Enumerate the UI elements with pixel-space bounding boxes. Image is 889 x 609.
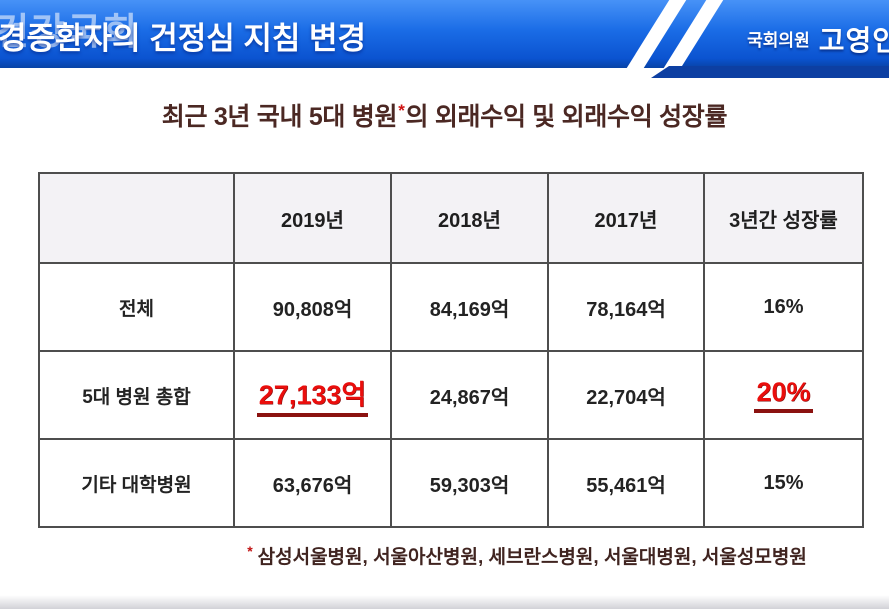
footnote-marker-icon: * [398,101,405,120]
cell-big5-2019: 27,133억 [233,350,392,440]
footnote-marker-icon: * [247,543,253,559]
member-name-label: 고영인 [818,25,889,56]
cell-total-growth: 16% [703,262,864,352]
page-title-prefix: 최근 3년 국내 5대 병원 [161,103,398,131]
cell-total-2018: 84,169억 [390,262,549,352]
table-row-total: 전체 90,808억 84,169억 78,164억 16% [38,262,864,352]
table-header-row: 2019년 2018년 2017년 3년간 성장률 [38,172,864,264]
page-title-suffix: 의 외래수익 및 외래수익 성장률 [405,103,728,131]
row-label: 전체 [38,262,235,352]
highlighted-value: 27,133억 [256,373,369,417]
highlighted-value: 20% [754,377,813,413]
cell-other-2017: 55,461억 [547,438,705,528]
cell-total-2019: 90,808억 [233,262,392,352]
cell-big5-2018: 24,867억 [390,350,549,440]
banner-ghost-text: 건강국회 [0,11,140,52]
header-banner: 건강국회 경증환자의 건정심 지침 변경 국회의원 고영인 [0,0,889,78]
footnote-text: 삼성서울병원, 서울아산병원, 세브란스병원, 서울대병원, 서울성모병원 [257,547,807,568]
cell-big5-growth: 20% [703,350,864,440]
revenue-table: 2019년 2018년 2017년 3년간 성장률 전체 90,808억 84,… [38,172,864,528]
footnote: * 삼성서울병원, 서울아산병원, 세브란스병원, 서울대병원, 서울성모병원 [0,542,889,569]
table-header-2019: 2019년 [233,172,392,264]
member-role-label: 국회의원 [747,31,810,50]
table-row-other-univ: 기타 대학병원 63,676억 59,303억 55,461억 15% [38,438,864,528]
table-header-2018: 2018년 [390,172,549,264]
cell-other-2018: 59,303억 [390,438,549,528]
table-header-growth: 3년간 성장률 [703,172,864,264]
table-row-big5: 5대 병원 총합 27,133억 24,867억 22,704억 20% [38,350,864,440]
cell-big5-2017: 22,704억 [547,350,705,440]
bottom-fade [0,595,889,609]
revenue-table-container: 2019년 2018년 2017년 3년간 성장률 전체 90,808억 84,… [38,172,864,528]
banner-navy-strip [651,66,889,78]
page-title: 최근 3년 국내 5대 병원*의 외래수익 및 외래수익 성장률 [0,97,889,133]
banner-title: 경증환자의 건정심 지침 변경 [0,21,367,56]
row-label: 5대 병원 총합 [38,350,235,440]
cell-other-2019: 63,676억 [233,438,392,528]
assembly-member-credit: 국회의원 고영인 [747,19,889,59]
row-label: 기타 대학병원 [38,438,235,528]
table-header-blank [38,172,235,264]
cell-other-growth: 15% [703,438,864,528]
cell-total-2017: 78,164억 [547,262,705,352]
table-header-2017: 2017년 [547,172,705,264]
